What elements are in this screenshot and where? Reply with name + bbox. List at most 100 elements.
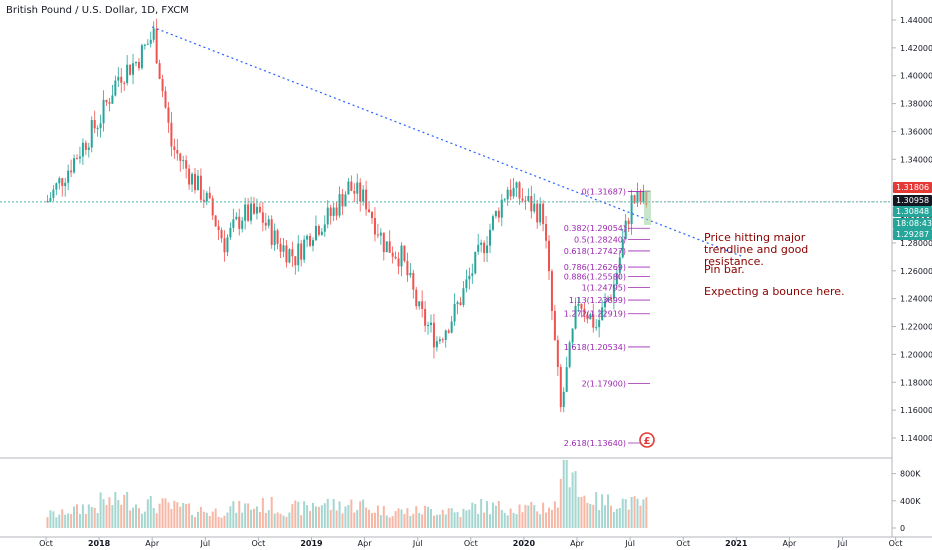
candle-body <box>188 168 191 185</box>
candle-body <box>477 244 480 252</box>
candle-body <box>300 243 303 260</box>
price-tags: 1.31806 1.30958 1.30848 18:08:43 1.29287 <box>893 182 932 240</box>
pound-icon: £ <box>639 432 655 448</box>
volume-bar <box>435 514 438 528</box>
candle-body <box>297 243 300 266</box>
fib-level-label[interactable]: 0.786(1.26269) <box>564 263 626 272</box>
candle-body <box>323 224 326 232</box>
volume-bar <box>73 506 76 528</box>
candle-body <box>111 95 114 104</box>
volume-bar <box>164 498 167 528</box>
candle-body <box>149 39 152 44</box>
volume-bar <box>199 506 202 528</box>
volume-bar <box>412 513 415 528</box>
fib-level-label[interactable]: 2.618(1.13640) <box>564 439 626 448</box>
candle-body <box>609 298 612 300</box>
candle-body <box>70 170 73 173</box>
time-tick-label: Apr <box>570 539 585 548</box>
candle-body <box>462 288 465 305</box>
volume-bar <box>462 508 465 528</box>
fib-level-label[interactable]: 1.272(1.22919) <box>564 310 626 319</box>
annotation-note-2[interactable]: Pin bar. <box>704 263 745 276</box>
candle-body <box>406 261 409 276</box>
projection-box <box>644 189 651 225</box>
candle-body <box>491 216 494 230</box>
volume-bar <box>132 507 135 528</box>
volume-bar <box>471 502 474 528</box>
candle-body <box>636 191 639 203</box>
candle-body <box>595 327 598 329</box>
fib-level-label[interactable]: 2(1.17900) <box>582 380 626 389</box>
fib-level-label[interactable]: 0.886(1.25580) <box>564 273 626 282</box>
volume-bar <box>642 499 645 528</box>
drawing-lines[interactable] <box>0 26 892 258</box>
candle-body <box>453 304 456 322</box>
volume-bar <box>78 514 81 528</box>
volume-bar <box>261 497 264 528</box>
candle-body <box>173 146 176 151</box>
candle-body <box>494 210 497 217</box>
candle-body <box>394 256 397 259</box>
candle-body <box>604 301 607 308</box>
volume-bar <box>96 513 99 528</box>
candle-body <box>335 207 338 216</box>
fib-level-label[interactable]: 1(1.24795) <box>582 284 626 293</box>
candle-body <box>598 320 601 328</box>
candle-body <box>164 91 167 108</box>
fib-extension[interactable]: 0(1.31687) 0.382(1.29054) 0.5(1.28240) 0.61… <box>564 188 651 448</box>
annotation-note-3[interactable]: Expecting a bounce here. <box>704 285 845 298</box>
candle-body <box>574 305 577 329</box>
fib-level-label[interactable]: 1.13(1.23899) <box>569 296 626 305</box>
volume-bar <box>539 514 542 528</box>
fib-level-label[interactable]: 1.618(1.20534) <box>564 343 626 352</box>
candle-body <box>255 206 258 214</box>
volume-bar <box>512 512 515 528</box>
candle-body <box>126 64 129 84</box>
volume-bar <box>285 516 288 528</box>
candle-body <box>78 156 81 159</box>
candle-body <box>524 200 527 202</box>
candle-body <box>444 330 447 340</box>
volume-tick-label: 0 <box>900 524 905 533</box>
annotation-note-1[interactable]: Price hitting major trendline and good r… <box>704 231 809 268</box>
volume-bar <box>595 492 598 528</box>
volume-bar <box>645 497 648 528</box>
volume-bar <box>486 500 489 528</box>
volume-bar <box>99 492 102 528</box>
candle-body <box>64 182 67 187</box>
volume-bar <box>205 512 208 528</box>
candle-body <box>158 63 161 79</box>
candle-body <box>226 237 229 253</box>
candle-body <box>391 252 394 257</box>
fib-level-label[interactable]: 0.5(1.28240) <box>574 236 626 245</box>
price-tag-label: 1.30958 <box>896 196 929 205</box>
volume-bar <box>123 494 126 528</box>
candle-body <box>253 203 255 214</box>
fib-level-label[interactable]: 0.618(1.27427) <box>564 247 626 256</box>
volume-bar <box>220 517 223 528</box>
major-trendline[interactable] <box>151 26 744 258</box>
volume-bar <box>93 507 96 528</box>
candle-body <box>521 198 524 201</box>
volume-bar <box>276 512 279 528</box>
volume-bar <box>291 504 294 528</box>
candle-body <box>539 203 542 223</box>
volume-bar <box>217 516 220 528</box>
price-tick-label: 1.26000 <box>900 267 932 276</box>
price-tag <box>893 195 932 206</box>
candle-body <box>291 249 294 257</box>
volume-bar <box>453 512 456 528</box>
fib-level-label[interactable]: 0.382(1.29054) <box>564 224 626 233</box>
candle-body <box>191 173 194 185</box>
price-series <box>46 18 648 413</box>
volume-bar <box>494 505 497 528</box>
candle-body <box>486 245 489 254</box>
candle-body <box>155 28 158 64</box>
volume-bar <box>341 513 344 528</box>
candle-body <box>182 160 185 162</box>
fib-level-label[interactable]: 0(1.31687) <box>582 188 626 197</box>
price-tag-label: 1.31806 <box>896 183 929 192</box>
candle-body <box>480 242 483 245</box>
